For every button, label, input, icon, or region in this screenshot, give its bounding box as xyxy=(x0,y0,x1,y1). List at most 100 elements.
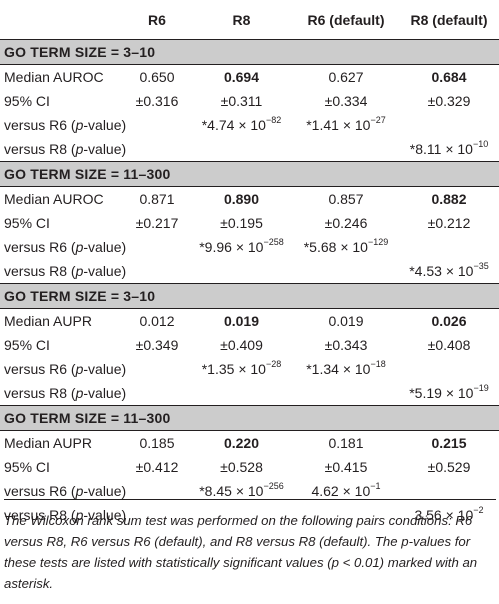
value-cell: 0.185 xyxy=(139,435,175,451)
pvalue-mantissa: *1.34 × 10 xyxy=(306,361,371,377)
pvalue-mantissa: 3.56 × 10 xyxy=(414,507,474,523)
table-row: 95% CI ±0.349 ±0.409 ±0.343 ±0.408 xyxy=(0,333,499,357)
row-label-italic: p xyxy=(75,385,84,401)
table-row: versus R8 (p-value) *4.53 × 10−35 xyxy=(0,259,499,284)
row-label: versus R6 (p-value) xyxy=(0,357,127,381)
row-label: Median AUROC xyxy=(4,69,104,85)
pvalue-exponent: −256 xyxy=(263,481,284,492)
table-header: R6 R8 R6 (default) R8 (default) xyxy=(0,0,499,40)
table-row: versus R6 (p-value) *4.74 × 10−82 *1.41 × … xyxy=(0,113,499,137)
row-label-italic: p xyxy=(75,507,84,523)
header-cell-r8-default: R8 (default) xyxy=(410,11,488,28)
value-cell xyxy=(124,235,190,259)
value-cell: 3.56 × 10−2 xyxy=(399,503,499,527)
value-cell: 0.012 xyxy=(139,313,175,329)
value-cell: 0.857 xyxy=(328,191,364,207)
value-cell: 0.871 xyxy=(139,191,175,207)
row-label-suffix: -value) xyxy=(83,141,127,157)
results-table: R6 R8 R6 (default) R8 (default) GO TERM … xyxy=(0,0,499,527)
value-cell: ±0.311 xyxy=(220,93,263,109)
row-label-italic: p xyxy=(75,483,84,499)
value-cell xyxy=(190,259,293,284)
header-cell-r8: R8 xyxy=(232,11,251,28)
value-cell: *8.11 × 10−10 xyxy=(399,137,499,162)
value-cell: 0.650 xyxy=(139,69,175,85)
value-cell: 0.181 xyxy=(328,435,364,451)
section-title: GO TERM SIZE = 11–300 xyxy=(0,405,499,431)
table-footnote: The Wilcoxon rank sum test was performed… xyxy=(4,499,496,594)
value-cell: ±0.212 xyxy=(427,215,471,231)
value-cell: ±0.343 xyxy=(324,337,368,353)
row-label: versus R8 (p-value) xyxy=(0,137,127,162)
header-cell-r6-default: R6 (default) xyxy=(307,11,385,28)
value-cell xyxy=(399,113,499,137)
pvalue-mantissa: *5.19 × 10 xyxy=(409,385,474,401)
value-cell: *1.41 × 10−27 xyxy=(293,113,399,137)
value-cell xyxy=(124,259,190,284)
row-label: Median AUROC xyxy=(4,191,104,207)
value-cell: 0.890 xyxy=(223,191,260,207)
table-row: versus R8 (p-value) 3.56 × 10−2 xyxy=(0,503,499,527)
row-label: versus R8 (p-value) xyxy=(0,381,126,406)
row-label: Median AUPR xyxy=(4,435,92,451)
value-cell: ±0.329 xyxy=(427,93,471,109)
value-cell: ±0.415 xyxy=(324,459,368,475)
value-cell xyxy=(124,357,190,381)
value-cell: 0.627 xyxy=(328,69,364,85)
table-row: versus R6 (p-value) *1.35 × 10−28 *1.34 × … xyxy=(0,357,499,381)
row-label-italic: p xyxy=(75,239,84,255)
row-label-suffix: -value) xyxy=(83,361,127,377)
pvalue-mantissa: *1.35 × 10 xyxy=(201,361,266,377)
value-cell: 0.019 xyxy=(328,313,364,329)
pvalue-mantissa: *9.96 × 10 xyxy=(199,239,264,255)
pvalue-exponent: −129 xyxy=(367,237,389,248)
pvalue-mantissa: *4.53 × 10 xyxy=(409,263,474,279)
row-label-italic: p xyxy=(75,141,84,157)
value-cell: *9.96 × 10−258 xyxy=(190,235,293,259)
row-label: versus R6 (p-value) xyxy=(0,479,127,503)
pvalue-exponent: −82 xyxy=(265,115,282,126)
row-label-prefix: versus R6 ( xyxy=(4,239,76,255)
value-cell: ±0.529 xyxy=(427,459,471,475)
table-row: Median AUROC 0.650 0.694 0.627 0.684 xyxy=(0,65,499,90)
row-label: versus R6 (p-value) xyxy=(0,235,126,259)
table-row: versus R8 (p-value) *5.19 × 10−19 xyxy=(0,381,499,406)
row-label: Median AUPR xyxy=(4,313,92,329)
section-header-row: GO TERM SIZE = 11–300 xyxy=(0,161,499,187)
table-row: Median AUROC 0.871 0.890 0.857 0.882 xyxy=(0,187,499,212)
table-row: Median AUPR 0.012 0.019 0.019 0.026 xyxy=(0,309,499,334)
pvalue-mantissa: *5.68 × 10 xyxy=(303,239,368,255)
table-row: 95% CI ±0.412 ±0.528 ±0.415 ±0.529 xyxy=(0,455,499,479)
pvalue-mantissa: 4.62 × 10 xyxy=(311,483,371,499)
row-label: versus R6 (p-value) xyxy=(0,113,126,137)
row-label: 95% CI xyxy=(4,459,50,475)
row-label-prefix: versus R8 ( xyxy=(4,507,76,523)
table-row: 95% CI ±0.217 ±0.195 ±0.246 ±0.212 xyxy=(0,211,499,235)
value-cell: 0.215 xyxy=(431,435,467,451)
value-cell: ±0.246 xyxy=(324,215,368,231)
pvalue-mantissa: *4.74 × 10 xyxy=(201,117,266,133)
value-cell: ±0.195 xyxy=(220,215,263,231)
value-cell: ±0.217 xyxy=(135,215,179,231)
table-row: Median AUPR 0.185 0.220 0.181 0.215 xyxy=(0,431,499,456)
value-cell: ±0.409 xyxy=(220,337,263,353)
section-title: GO TERM SIZE = 3–10 xyxy=(0,39,499,65)
section-header-row: GO TERM SIZE = 3–10 xyxy=(0,39,499,65)
row-label-prefix: versus R6 ( xyxy=(4,361,76,377)
value-cell: *4.74 × 10−82 xyxy=(190,113,293,137)
row-label-suffix: -value) xyxy=(83,483,127,499)
row-label-prefix: versus R6 ( xyxy=(4,117,76,133)
value-cell: *4.53 × 10−35 xyxy=(399,259,499,284)
value-cell: ±0.334 xyxy=(324,93,368,109)
section-header-row: GO TERM SIZE = 3–10 xyxy=(0,283,499,309)
value-cell: ±0.528 xyxy=(220,459,263,475)
row-label-prefix: versus R8 ( xyxy=(4,141,76,157)
row-label: 95% CI xyxy=(4,337,50,353)
header-cell-blank xyxy=(0,0,124,40)
value-cell xyxy=(293,259,399,284)
value-cell xyxy=(124,137,190,162)
value-cell: ±0.349 xyxy=(135,337,179,353)
row-label-italic: p xyxy=(75,263,84,279)
value-cell: *5.19 × 10−19 xyxy=(399,381,499,406)
